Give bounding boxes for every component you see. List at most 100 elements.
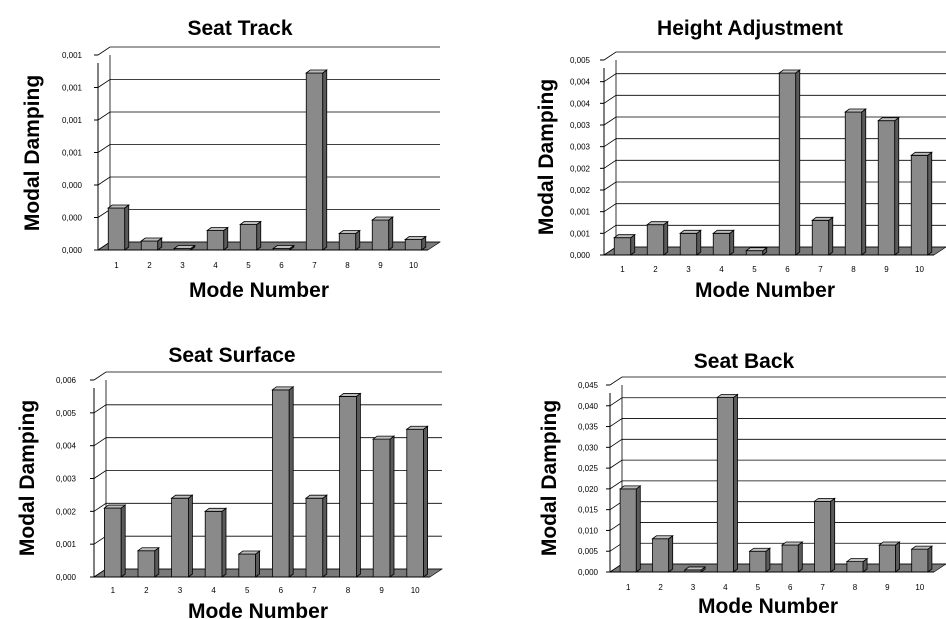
bar-top — [237, 550, 261, 555]
x-tick-label: 9 — [378, 261, 383, 270]
x-axis-label: Mode Number — [189, 279, 329, 302]
y-tick-label: 0,000 — [62, 181, 83, 190]
x-tick-label: 6 — [279, 586, 284, 595]
y-tick-label: 0,002 — [570, 186, 591, 195]
bar-side — [795, 69, 801, 256]
bar-side — [894, 116, 900, 256]
y-tick-label: 0,002 — [570, 164, 591, 173]
gridline — [603, 224, 946, 234]
bar-top — [877, 117, 900, 122]
gridline — [603, 203, 946, 212]
bar-top — [173, 245, 196, 249]
bar-front — [338, 233, 357, 251]
y-tick-label: 0,035 — [578, 423, 599, 432]
gridline — [97, 46, 440, 56]
x-tick-label: 1 — [626, 583, 631, 592]
y-tick-label: 0,004 — [570, 78, 591, 87]
gridline — [97, 209, 440, 218]
bar-top — [405, 425, 429, 430]
gridline — [93, 371, 442, 381]
y-tick-label: 0,030 — [578, 443, 599, 452]
x-tick-label: 7 — [818, 265, 823, 274]
bar-mode-3 — [170, 494, 194, 578]
gridline — [603, 138, 946, 147]
bar-front — [878, 544, 896, 573]
bar-mode-1 — [107, 204, 130, 251]
bar-side — [895, 541, 900, 573]
bar-mode-6 — [271, 386, 295, 578]
y-tick-label: 0,003 — [56, 475, 77, 484]
bar-front — [339, 396, 357, 578]
x-tick-label: 6 — [785, 265, 790, 274]
bar-side — [389, 435, 395, 578]
bar-top — [239, 221, 262, 225]
bar-mode-7 — [305, 69, 328, 251]
x-tick-label: 2 — [144, 586, 149, 595]
chart-seat-track: 0,000 0,000 0,000 0,001 0,001 0,001 0,001 1 2 3 4 5… — [21, 17, 441, 302]
bar-top — [646, 221, 669, 226]
bar-top — [613, 234, 636, 239]
bar-top — [618, 485, 642, 490]
y-tick-label: 0,000 — [578, 568, 599, 577]
x-tick-label: 3 — [691, 583, 696, 592]
bar-mode-3 — [173, 244, 196, 251]
bar-front — [613, 237, 632, 256]
gridline — [609, 459, 946, 469]
gridline — [93, 437, 442, 446]
bar-front — [619, 488, 637, 573]
x-tick-label: 6 — [279, 261, 284, 270]
bar-side — [322, 494, 328, 578]
x-tick-label: 8 — [851, 265, 856, 274]
bar-front — [140, 240, 159, 251]
gridline — [609, 438, 946, 448]
x-tick-label: 4 — [211, 586, 216, 595]
bar-side — [635, 485, 641, 573]
y-tick-label: 0,000 — [62, 246, 83, 255]
x-tick-label: 8 — [346, 586, 351, 595]
bar-front — [910, 154, 929, 256]
bar-mode-9 — [372, 435, 396, 578]
bar-mode-1 — [613, 233, 636, 256]
bar-mode-9 — [878, 541, 901, 573]
y-tick-label: 0,001 — [570, 229, 591, 238]
y-tick-label: 0,020 — [578, 485, 599, 494]
bar-front — [778, 72, 797, 256]
y-tick-label: 0,003 — [570, 121, 591, 130]
bar-side — [187, 494, 193, 578]
y-tick-label: 0,001 — [62, 84, 83, 93]
x-tick-label: 7 — [820, 583, 825, 592]
gridline — [97, 176, 440, 186]
bar-front — [877, 120, 896, 256]
x-axis-label: Mode Number — [695, 279, 835, 302]
gridline — [609, 480, 946, 490]
bar-front — [846, 561, 864, 573]
bar-mode-2 — [651, 534, 674, 573]
bar-side — [223, 226, 229, 251]
y-tick-label: 0,006 — [56, 376, 77, 385]
bar-front — [239, 224, 258, 251]
bar-mode-8 — [338, 392, 362, 578]
y-tick-label: 0,040 — [578, 402, 599, 411]
bar-top — [140, 237, 163, 242]
bar-side — [828, 216, 834, 256]
bar-top — [305, 69, 328, 74]
bar-front — [745, 250, 764, 256]
y-tick-label: 0,003 — [570, 143, 591, 152]
bar-side — [696, 229, 702, 256]
bar-side — [124, 204, 130, 251]
bar-top — [338, 393, 362, 397]
bar-mode-8 — [844, 108, 867, 256]
gridline — [603, 181, 946, 191]
x-tick-label: 5 — [752, 265, 757, 274]
x-tick-label: 4 — [723, 583, 728, 592]
bar-top — [778, 69, 801, 74]
bar-top — [844, 108, 867, 113]
x-tick-label: 7 — [312, 261, 317, 270]
bar-mode-9 — [877, 116, 900, 256]
gridline — [609, 376, 946, 386]
bar-mode-8 — [845, 557, 869, 573]
gridline — [93, 470, 442, 479]
y-tick-label: 0,002 — [56, 507, 77, 516]
y-tick-label: 0,015 — [578, 506, 599, 515]
